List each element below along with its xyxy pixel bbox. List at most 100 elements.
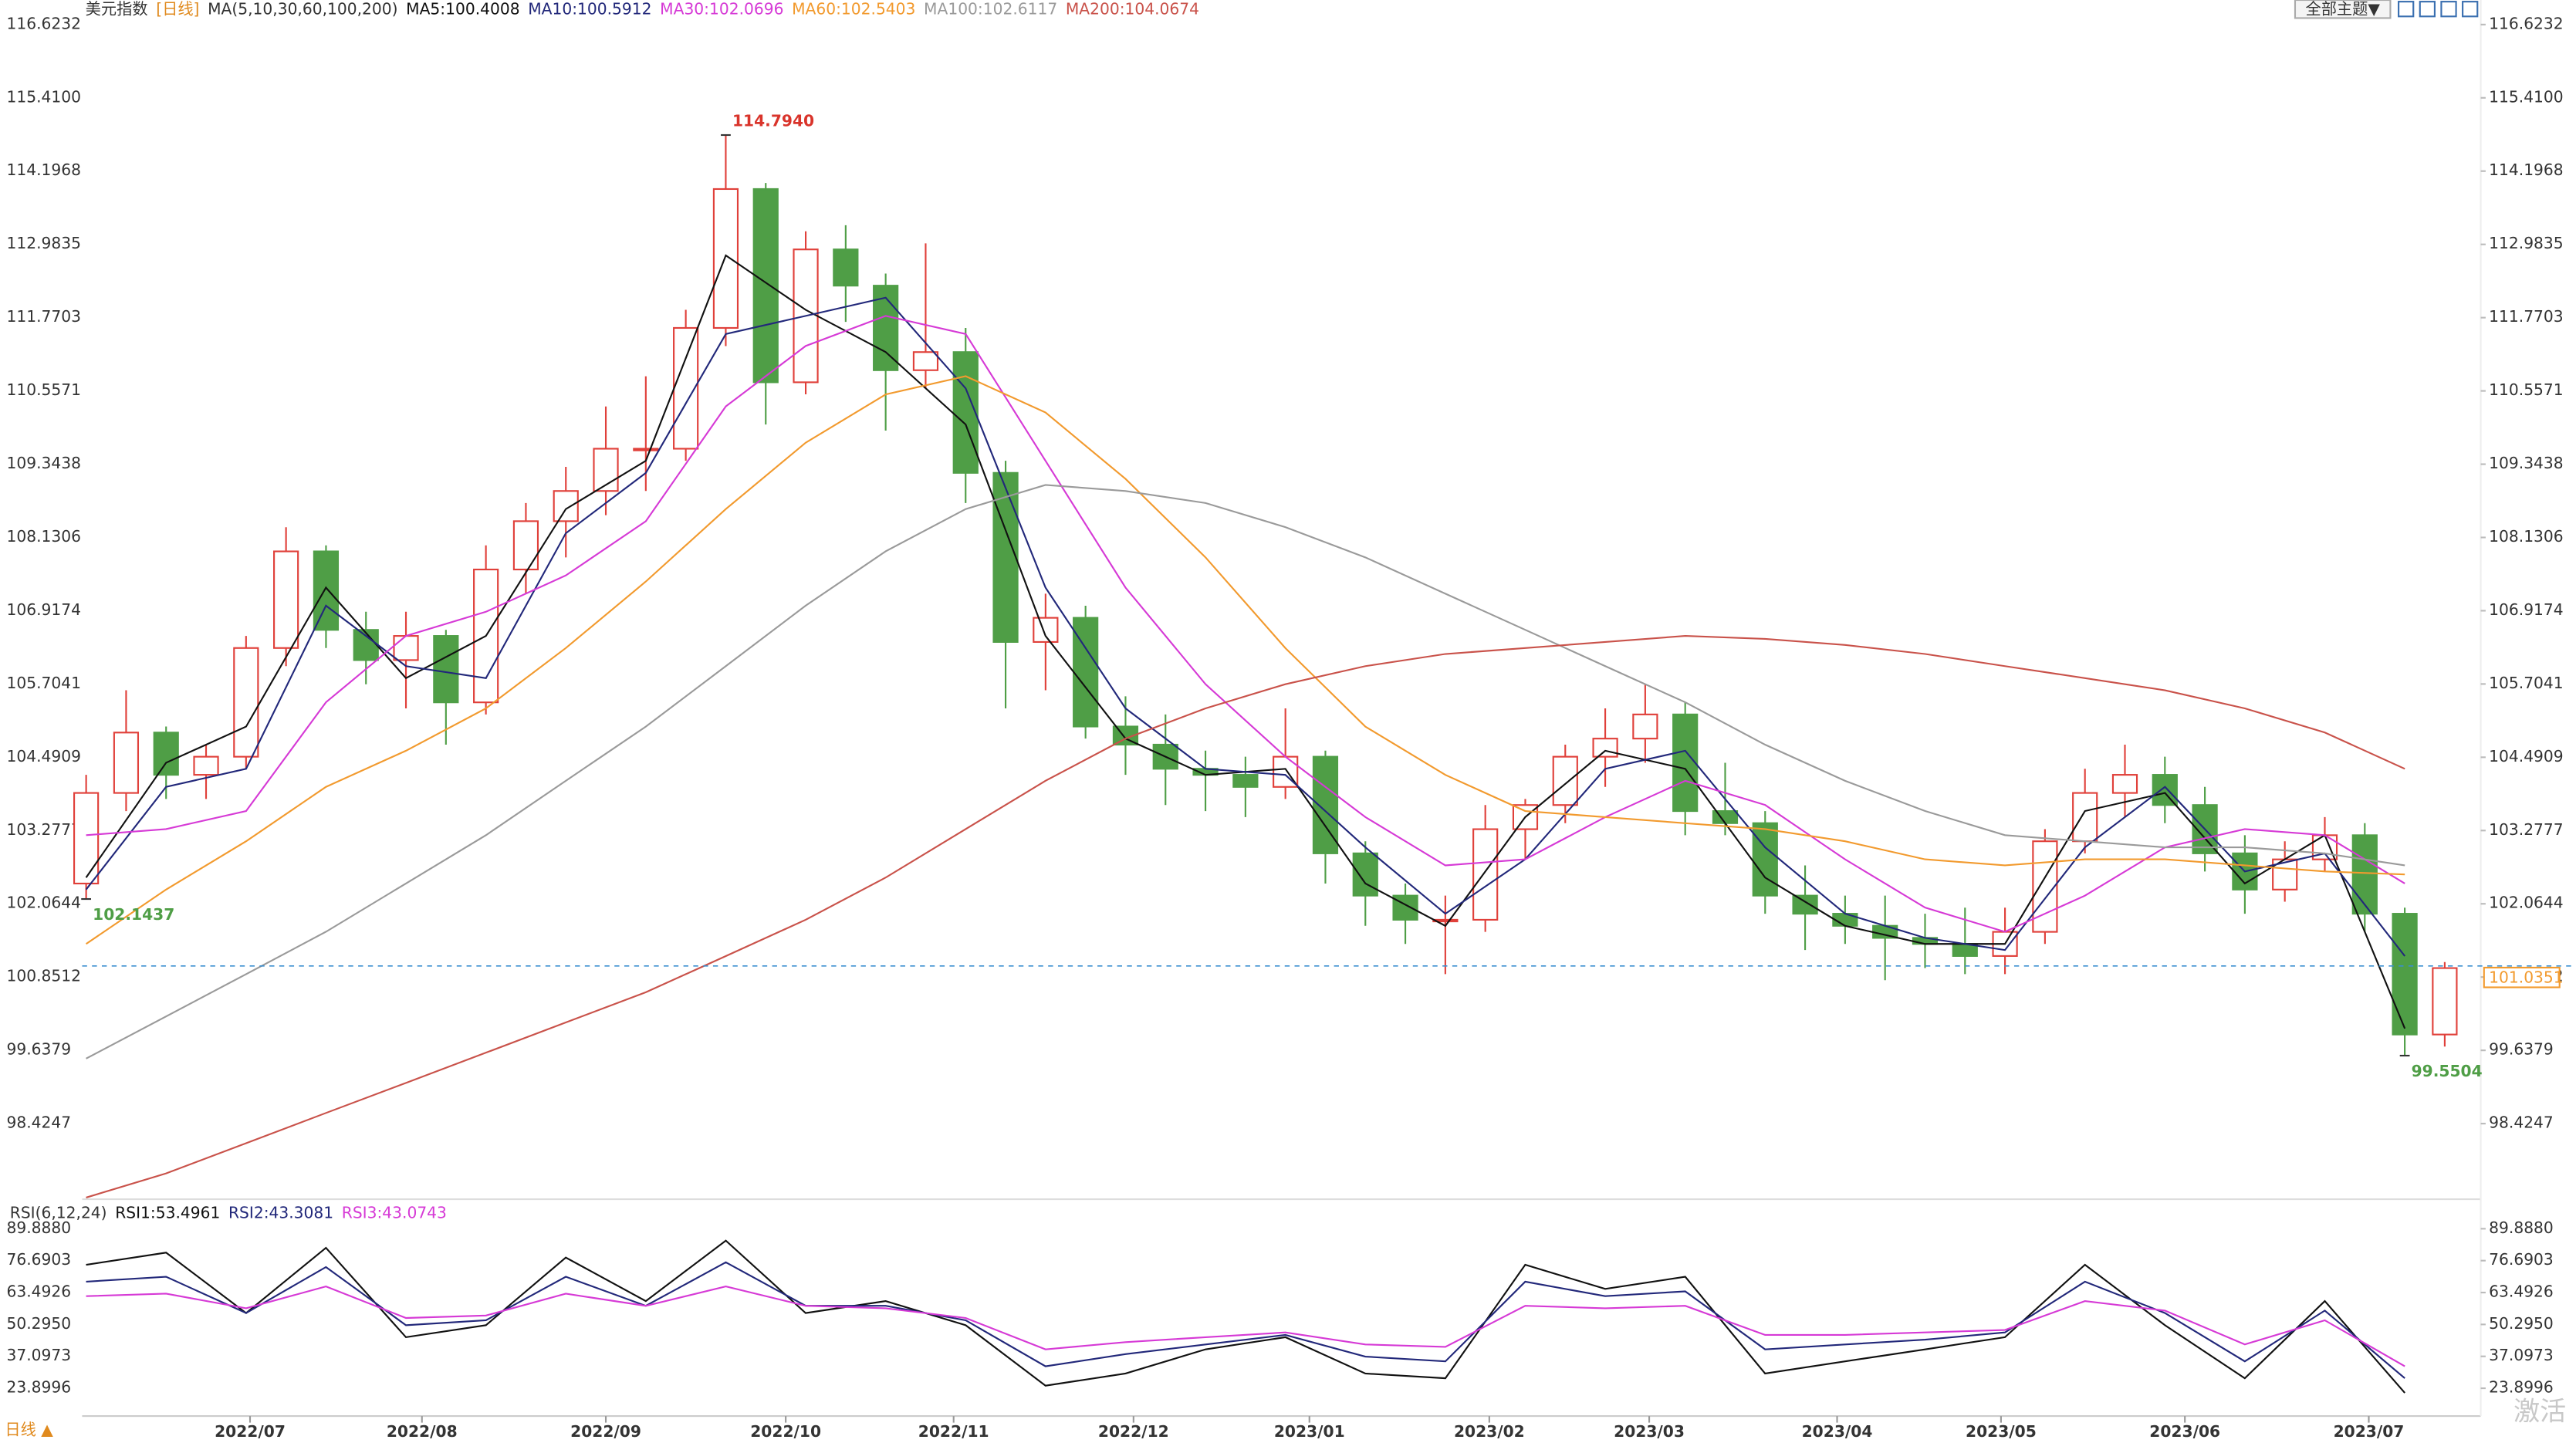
candle-body bbox=[1472, 828, 1499, 921]
legend-entry: MA10:100.5912 bbox=[528, 0, 651, 18]
legend-entry: MA60:102.5403 bbox=[792, 0, 915, 18]
line-series bbox=[86, 635, 2405, 1198]
period-tab[interactable]: 日线 ▲ bbox=[5, 1421, 53, 1439]
y-tick-label-right: 108.1306 bbox=[2489, 527, 2563, 546]
y-tick-label-right: 116.6232 bbox=[2489, 14, 2563, 32]
candle-body bbox=[1392, 894, 1418, 921]
y-tick-label-right: 76.6903 bbox=[2489, 1250, 2554, 1269]
candle-body bbox=[992, 471, 1019, 643]
y-tick-label-left: 115.4100 bbox=[7, 87, 81, 106]
candle-body bbox=[193, 755, 219, 776]
candle-body bbox=[512, 520, 539, 571]
candle-body bbox=[2392, 913, 2418, 1036]
candle-body bbox=[273, 550, 299, 649]
candle-body bbox=[912, 351, 939, 371]
x-tick-label: 2022/07 bbox=[215, 1422, 286, 1441]
y-tick-label-left: 99.6379 bbox=[7, 1040, 72, 1059]
x-tick-label: 2022/10 bbox=[750, 1422, 821, 1441]
period-label: [日线] bbox=[156, 0, 199, 18]
y-tick-label-left: 111.7703 bbox=[7, 307, 81, 326]
y-tick-label-left: 106.9174 bbox=[7, 600, 81, 619]
y-tick-label-left: 23.8996 bbox=[7, 1378, 72, 1397]
annotation-label: 114.7940 bbox=[732, 111, 814, 130]
y-tick-label-right: 89.8880 bbox=[2489, 1218, 2554, 1237]
chart-title: RSI(6,12,24) bbox=[10, 1204, 107, 1222]
y-tick-label-left: 108.1306 bbox=[7, 527, 81, 546]
candle-body bbox=[553, 490, 579, 522]
legend-entry: MA5:100.4008 bbox=[406, 0, 519, 18]
x-tick-label: 2023/01 bbox=[1274, 1422, 1345, 1441]
y-tick-label-right: 104.4909 bbox=[2489, 747, 2563, 765]
y-tick-label-left: 104.4909 bbox=[7, 747, 81, 765]
x-tick-label: 2022/11 bbox=[918, 1422, 989, 1441]
candle-body bbox=[712, 188, 739, 329]
y-tick-label-right: 98.4247 bbox=[2489, 1114, 2554, 1132]
y-tick-label-left: 112.9835 bbox=[7, 234, 81, 252]
y-tick-label-right: 114.1968 bbox=[2489, 161, 2563, 179]
y-tick-label-right: 115.4100 bbox=[2489, 87, 2563, 106]
candle-body bbox=[1352, 852, 1378, 897]
legend-entry: MA30:102.0696 bbox=[660, 0, 783, 18]
candle-body bbox=[2111, 774, 2138, 794]
x-tick-label: 2023/07 bbox=[2334, 1422, 2405, 1441]
y-tick-label-left: 116.6232 bbox=[7, 14, 81, 32]
legend-entry: MA100:102.6117 bbox=[924, 0, 1057, 18]
candle-body bbox=[313, 550, 340, 631]
y-tick-label-left: 50.2950 bbox=[7, 1314, 72, 1333]
theme-button-box[interactable] bbox=[2294, 0, 2392, 19]
candle-body bbox=[2351, 834, 2378, 915]
y-tick-label-right: 50.2950 bbox=[2489, 1314, 2554, 1333]
y-tick-label-left: 114.1968 bbox=[7, 161, 81, 179]
candle-body bbox=[153, 732, 179, 776]
theme-button[interactable]: 全部主题▼ bbox=[2305, 0, 2380, 18]
candle-body bbox=[1552, 755, 1578, 806]
candle-body bbox=[2152, 774, 2178, 806]
candle-body bbox=[2072, 792, 2098, 843]
legend-entry: RSI2:43.3081 bbox=[228, 1204, 333, 1222]
candle-body bbox=[1672, 713, 1699, 813]
y-tick-label-right: 112.9835 bbox=[2489, 234, 2563, 252]
x-tick-label: 2023/02 bbox=[1454, 1422, 1525, 1441]
candle-body bbox=[1033, 617, 1059, 643]
last-price-box bbox=[2483, 966, 2561, 988]
candle-body bbox=[633, 448, 659, 451]
line-series bbox=[86, 315, 2405, 933]
line-series bbox=[85, 375, 2405, 945]
candle-body bbox=[1632, 713, 1658, 740]
y-tick-label-left: 110.5571 bbox=[7, 380, 81, 399]
candle-body bbox=[1232, 774, 1259, 788]
line-series bbox=[86, 1285, 2405, 1367]
candle-body bbox=[433, 635, 459, 704]
y-tick-label-left: 98.4247 bbox=[7, 1114, 72, 1132]
y-tick-label-left: 89.8880 bbox=[7, 1218, 72, 1237]
y-tick-label-left: 63.4926 bbox=[7, 1282, 72, 1301]
y-tick-label-right: 111.7703 bbox=[2489, 307, 2563, 326]
candle-body bbox=[393, 635, 419, 661]
candle-body bbox=[73, 792, 100, 885]
candle-body bbox=[593, 448, 619, 492]
candle-body bbox=[952, 351, 979, 474]
y-tick-label-right: 105.7041 bbox=[2489, 674, 2563, 692]
y-tick-label-left: 105.7041 bbox=[7, 674, 81, 692]
annotation-label: 102.1437 bbox=[93, 905, 174, 924]
y-tick-label-right: 102.0644 bbox=[2489, 894, 2563, 912]
ma-label: MA(5,10,30,60,100,200) bbox=[208, 0, 397, 18]
candle-body bbox=[752, 188, 779, 384]
y-tick-label-left: 103.2777 bbox=[7, 820, 81, 839]
candle-body bbox=[1592, 738, 1618, 758]
line-series bbox=[86, 484, 2405, 1059]
candle-body bbox=[1792, 894, 1818, 915]
candle-body bbox=[353, 629, 379, 661]
candle-body bbox=[1752, 822, 1778, 897]
y-tick-label-right: 23.8996 bbox=[2489, 1378, 2554, 1397]
last-price-label: 101.0351 bbox=[2489, 968, 2563, 986]
x-tick-label: 2022/08 bbox=[387, 1422, 458, 1441]
line-series bbox=[85, 296, 2406, 957]
y-tick-label-left: 76.6903 bbox=[7, 1250, 72, 1269]
y-tick-label-right: 37.0973 bbox=[2489, 1346, 2554, 1364]
y-tick-label-right: 110.5571 bbox=[2489, 380, 2563, 399]
view-icons[interactable] bbox=[2398, 1, 2479, 18]
